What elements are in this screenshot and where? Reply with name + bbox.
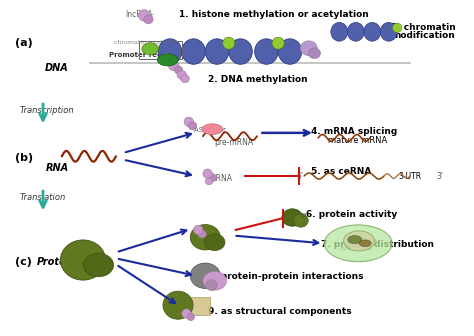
Bar [139,41,182,59]
Ellipse shape [181,75,189,83]
Ellipse shape [184,117,193,127]
Text: 1. histone methylation or acetylation: 1. histone methylation or acetylation [180,10,369,18]
Text: chromatin modifier: chromatin modifier [114,40,174,45]
Ellipse shape [198,230,206,238]
Ellipse shape [190,224,220,250]
Ellipse shape [380,23,397,41]
Text: miRNA: miRNA [206,174,232,183]
Text: Translation: Translation [19,193,66,202]
Ellipse shape [83,253,114,277]
Ellipse shape [202,124,223,134]
Text: 3-UTR: 3-UTR [398,172,421,181]
Text: cytoplasm: cytoplasm [339,247,372,251]
Ellipse shape [205,39,229,64]
Ellipse shape [344,231,374,251]
Ellipse shape [272,37,284,49]
Text: Transcription: Transcription [19,106,74,115]
Text: (c): (c) [15,257,32,267]
Ellipse shape [203,169,212,178]
Text: AS factor: AS factor [194,127,226,133]
Text: 5': 5' [296,172,303,181]
Text: D: D [302,213,306,218]
Text: modification: modification [391,31,455,40]
Ellipse shape [158,39,182,64]
Text: Protein: Protein [37,257,77,267]
Ellipse shape [157,54,178,66]
Text: 2. DNA methylation: 2. DNA methylation [208,75,307,84]
Ellipse shape [331,23,348,41]
Ellipse shape [204,234,225,251]
Ellipse shape [282,209,302,226]
Bar [180,297,210,315]
Ellipse shape [206,280,217,290]
Text: 6. protein activity: 6. protein activity [306,210,398,219]
Ellipse shape [138,10,150,21]
Text: 5. as ceRNA: 5. as ceRNA [311,167,372,176]
Text: 4. mRNA splicing: 4. mRNA splicing [311,127,397,136]
Text: 8. protein-protein interactions: 8. protein-protein interactions [208,272,363,281]
Ellipse shape [223,37,235,49]
Ellipse shape [203,271,227,290]
Text: 3': 3' [436,172,443,181]
Ellipse shape [392,23,402,33]
Ellipse shape [193,225,203,235]
Text: DNA: DNA [45,62,69,73]
Ellipse shape [169,61,179,71]
Text: RNA: RNA [46,163,69,173]
Ellipse shape [190,263,220,289]
Ellipse shape [205,178,213,185]
Ellipse shape [177,71,186,79]
Ellipse shape [278,39,301,64]
Ellipse shape [324,225,392,262]
Ellipse shape [187,313,194,321]
Text: mature mRNA: mature mRNA [328,136,387,145]
Ellipse shape [229,39,252,64]
Ellipse shape [364,23,381,41]
Ellipse shape [60,240,106,280]
Ellipse shape [308,48,320,58]
Ellipse shape [255,39,278,64]
Text: 3. chromatin: 3. chromatin [391,23,456,32]
Text: 7. protein distribution: 7. protein distribution [320,241,434,249]
Ellipse shape [347,23,364,41]
Text: (a): (a) [15,38,33,47]
Text: 9. as structural components: 9. as structural components [208,307,351,317]
Ellipse shape [182,39,205,64]
Ellipse shape [182,309,191,318]
Ellipse shape [293,214,308,227]
Ellipse shape [142,43,159,55]
Ellipse shape [174,66,182,74]
Ellipse shape [348,236,362,244]
Text: pre-mRNA: pre-mRNA [214,138,253,148]
Ellipse shape [188,122,197,130]
Text: (b): (b) [15,153,33,163]
Text: Promoter region: Promoter region [109,52,174,58]
Ellipse shape [301,41,317,55]
Ellipse shape [359,240,371,247]
Text: DNMT: DNMT [163,50,182,55]
Ellipse shape [163,291,193,319]
Ellipse shape [144,15,153,24]
Text: nucleus: nucleus [353,239,377,244]
Ellipse shape [208,174,217,182]
Text: lncRNA: lncRNA [126,10,153,18]
